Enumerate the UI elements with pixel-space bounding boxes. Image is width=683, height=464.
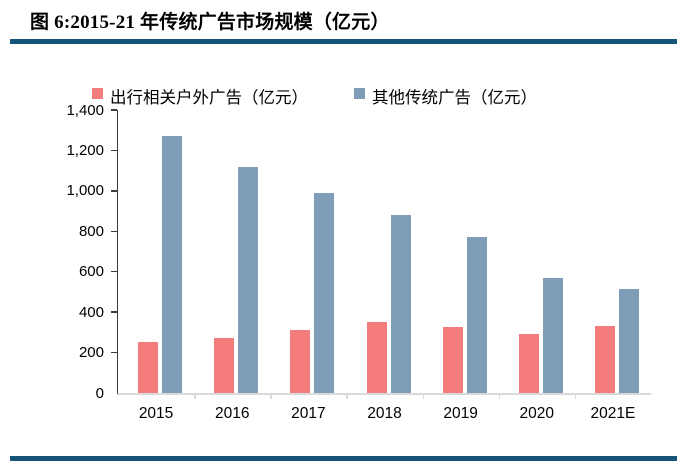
bar-outdoor-2019 bbox=[442, 327, 463, 393]
legend-item-outdoor-ads: 出行相关户外广告（亿元） bbox=[92, 84, 308, 108]
x-axis-tick bbox=[194, 395, 196, 399]
top-divider-rule bbox=[10, 39, 677, 44]
bar-outdoor-2015 bbox=[138, 342, 159, 393]
y-axis-label: 200 bbox=[78, 344, 104, 362]
bar-outdoor-2021E bbox=[594, 326, 615, 393]
y-axis-tick bbox=[110, 270, 117, 273]
legend-item-other-traditional-ads: 其他传统广告（亿元） bbox=[354, 84, 537, 108]
figure-title: 图 6:2015-21 年传统广告市场规模（亿元） bbox=[30, 12, 390, 33]
y-axis-label: 800 bbox=[78, 222, 104, 240]
y-axis-label: 0 bbox=[95, 384, 104, 402]
y-axis-label: 1,200 bbox=[66, 141, 104, 159]
x-axis-label: 2020 bbox=[519, 405, 555, 422]
bar-outdoor-2020 bbox=[518, 334, 539, 393]
x-axis-tick bbox=[270, 395, 272, 399]
x-axis-tick bbox=[422, 395, 425, 399]
bottom-divider-rule bbox=[10, 456, 677, 461]
y-axis-tick bbox=[110, 109, 117, 111]
x-axis-label: 2018 bbox=[367, 405, 402, 422]
y-axis-label: 1,400 bbox=[66, 101, 104, 119]
y-axis-label: 1,000 bbox=[66, 182, 104, 200]
bar-other-2017 bbox=[314, 192, 335, 393]
plot-area: 0 200 400 600 800 1,000 1,200 1,400 2015 2016 2017… bbox=[66, 103, 651, 422]
bar-outdoor-2016 bbox=[214, 338, 235, 393]
x-axis-label: 2017 bbox=[291, 405, 326, 422]
x-axis-label: 2021E bbox=[590, 405, 636, 422]
bar-other-2019 bbox=[466, 237, 487, 393]
x-axis-label: 2019 bbox=[443, 405, 478, 422]
bar-outdoor-2017 bbox=[290, 330, 311, 393]
bar-other-2016 bbox=[238, 166, 259, 393]
bar-other-2015 bbox=[162, 136, 183, 393]
bar-other-2018 bbox=[390, 215, 411, 393]
y-axis-tick bbox=[110, 230, 117, 233]
bar-outdoor-2018 bbox=[366, 322, 387, 393]
x-axis-tick bbox=[498, 395, 501, 399]
legend-swatch-blue bbox=[354, 87, 365, 99]
legend-label: 出行相关户外广告（亿元） bbox=[110, 88, 308, 107]
y-axis-label: 400 bbox=[78, 303, 104, 321]
x-axis-tick bbox=[346, 395, 348, 399]
y-axis-tick bbox=[110, 311, 117, 313]
legend-swatch-red bbox=[92, 87, 103, 99]
y-axis-tick bbox=[110, 190, 117, 192]
legend-label: 其他传统广告（亿元） bbox=[372, 88, 537, 107]
bar-other-2020 bbox=[542, 277, 563, 393]
y-axis-label: 600 bbox=[78, 263, 104, 281]
x-axis-label: 2016 bbox=[214, 405, 250, 422]
y-axis-tick bbox=[110, 149, 117, 152]
x-axis-label: 2015 bbox=[138, 405, 174, 422]
bar-other-2021E bbox=[618, 288, 639, 393]
chart-legend: 出行相关户外广告（亿元） 其他传统广告（亿元） bbox=[92, 84, 537, 108]
y-axis-tick bbox=[110, 351, 117, 354]
x-axis-tick bbox=[574, 395, 577, 399]
